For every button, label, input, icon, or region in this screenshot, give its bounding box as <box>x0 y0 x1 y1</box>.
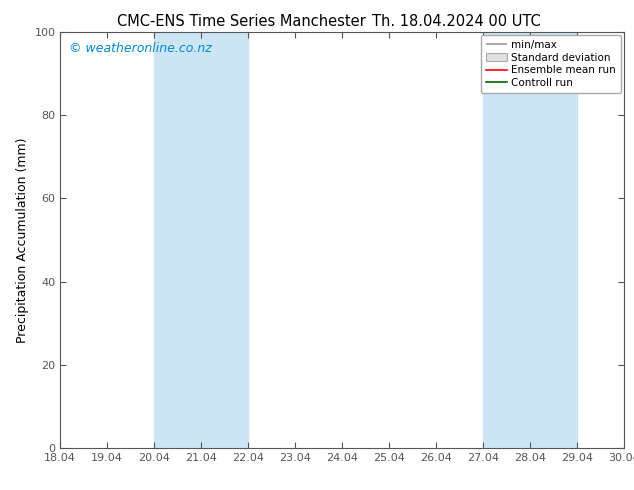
Y-axis label: Precipitation Accumulation (mm): Precipitation Accumulation (mm) <box>16 137 29 343</box>
Bar <box>483 32 578 448</box>
Text: © weatheronline.co.nz: © weatheronline.co.nz <box>68 42 212 55</box>
Bar <box>154 32 249 448</box>
Legend: min/max, Standard deviation, Ensemble mean run, Controll run: min/max, Standard deviation, Ensemble me… <box>481 35 621 93</box>
Text: CMC-ENS Time Series Manchester: CMC-ENS Time Series Manchester <box>117 14 365 29</box>
Text: Th. 18.04.2024 00 UTC: Th. 18.04.2024 00 UTC <box>372 14 541 29</box>
